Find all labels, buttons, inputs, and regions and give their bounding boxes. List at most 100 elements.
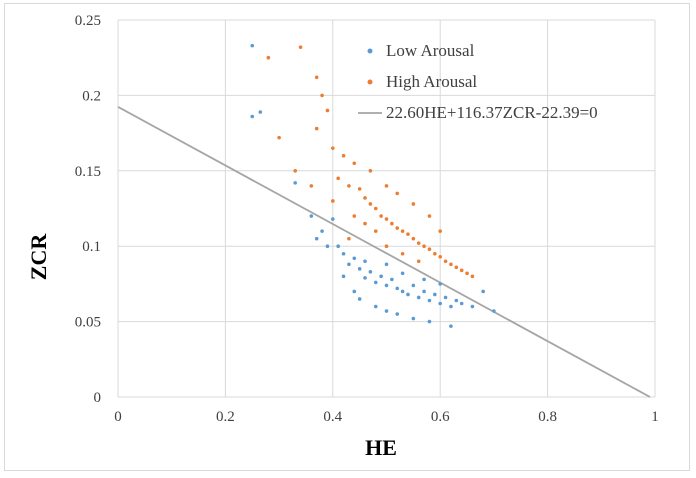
low-arousal-point [411,316,416,321]
y-tick-label: 0.05 [75,315,101,331]
low-arousal-point [416,295,421,300]
x-tick-label: 0 [114,409,122,425]
high-arousal-point [384,244,389,248]
tick-labels: 0 0.2 0.4 0.6 0.8 1 0 0.05 0.1 0.15 0.2 0.25 [75,13,659,425]
y-tick-label: 0.1 [82,239,101,255]
high-arousal-point [336,176,340,181]
high-arousal-point [411,202,416,206]
low-arousal-point [363,259,367,264]
high-arousal-point [320,93,324,98]
low-arousal-point [250,43,255,48]
high-arousal-point [352,161,357,166]
low-arousal-point [368,270,373,274]
decision-boundary-layer [117,106,651,398]
legend-label: 22.60HE+116.37ZCR-22.39=0 [386,103,598,122]
high-arousal-point [293,169,298,173]
high-arousal-point [368,202,373,206]
high-arousal-point [443,259,448,264]
low-arousal-point [433,292,437,297]
low-arousal-point [258,110,263,114]
y-tick-label: 0.25 [75,13,101,29]
high-arousal-point [331,146,335,150]
low-arousal-point [341,274,346,279]
low-arousal-point [454,298,459,303]
high-arousal-point [427,214,432,218]
high-arousal-point [352,214,357,218]
low-arousal-point [336,244,340,248]
high-arousal-point [347,236,351,241]
high-arousal-point [373,229,378,233]
y-tick-label: 0 [94,390,102,406]
low-arousal-point [438,282,443,286]
legend-marker [367,48,373,54]
high-arousal-point [384,217,389,221]
low-arousal-point [363,276,367,280]
low-arousal-point [406,292,410,297]
low-arousal-point [357,267,362,271]
low-arousal-point [422,289,426,294]
decision-boundary-line [117,106,651,398]
low-arousal-point [395,286,400,291]
low-arousal-point [438,301,443,306]
low-arousal-point [449,324,453,328]
low-arousal-point [347,262,351,267]
high-arousal-point [438,229,443,233]
low-arousal-point [427,298,432,303]
low-arousal-point [470,304,475,309]
low-arousal-point [384,262,389,267]
high-arousal-point [384,184,389,188]
high-arousal-point [379,214,383,218]
x-tick-label: 0.4 [323,409,342,425]
high-arousal-point [325,108,330,113]
low-arousal-point [373,280,378,285]
low-arousal-point [352,289,357,294]
high-arousal-point [347,184,351,188]
x-tick-label: 0.8 [538,409,557,425]
low-arousal-point [384,283,389,288]
high-arousal-point [368,169,373,173]
low-arousal-point [352,256,357,261]
y-axis-title: ZCR [26,233,51,281]
high-arousal-point [400,229,405,233]
high-arousal-point [331,199,335,203]
high-arousal-point [449,262,453,267]
high-arousal-point [406,232,410,236]
legend-label: High Arousal [386,72,477,91]
high-arousal-point [427,247,432,252]
low-arousal-point [427,319,432,324]
low-arousal-point [400,289,405,294]
high-arousal-point [470,274,475,279]
legend: Low Arousal High Arousal 22.60HE+116.37ZCR… [358,41,598,122]
high-arousal-point [298,45,303,49]
high-arousal-point [454,265,459,270]
low-arousal-point [314,236,319,241]
x-tick-label: 0.6 [431,409,450,425]
high-arousal-point [433,251,437,256]
high-arousal-point [390,221,394,226]
low-arousal-point [443,295,448,300]
high-arousal-point [465,271,469,276]
legend-marker [367,79,373,85]
high-arousal-point [459,268,464,273]
high-arousal-point [416,241,421,245]
low-arousal-point [250,114,255,119]
low-arousal-point [341,251,346,256]
low-arousal-point [400,271,405,276]
low-arousal-point [309,214,314,218]
high-arousal-point [373,206,378,211]
low-arousal-point [395,312,400,316]
high-arousal-point [363,221,367,226]
x-tick-label: 0.2 [216,409,235,425]
low-arousal-point [325,244,330,248]
low-arousal-point [459,301,464,306]
low-arousal-point [449,304,453,309]
high-arousal-point [314,75,319,80]
high-arousal-point [422,244,426,248]
low-arousal-point [320,229,324,233]
high-arousal-point [400,251,405,256]
low-arousal-point [331,217,335,221]
low-arousal-point [492,309,496,313]
high-arousal-point [395,191,400,196]
y-tick-label: 0.2 [82,88,101,104]
high-arousal-point [277,135,281,140]
